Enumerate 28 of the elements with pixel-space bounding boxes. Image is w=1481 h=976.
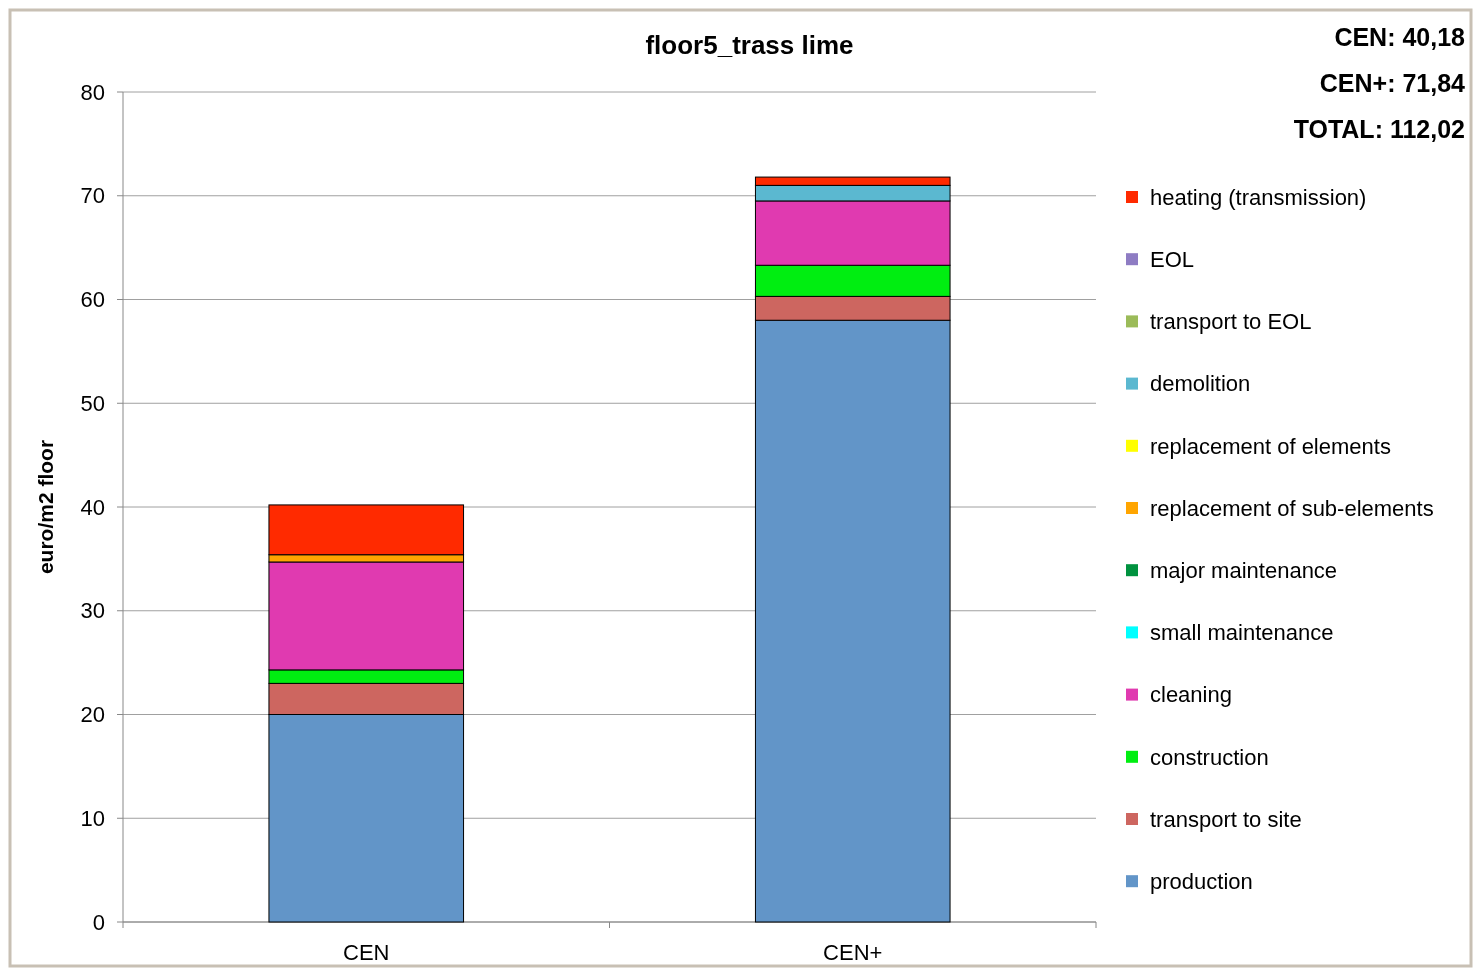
legend-label: construction xyxy=(1150,744,1269,770)
y-tick-label: 20 xyxy=(80,702,105,728)
y-tick-label: 60 xyxy=(80,287,105,313)
y-tick-label: 10 xyxy=(80,805,105,831)
y-axis-title: euro/m2 floor xyxy=(34,439,57,575)
y-tick-label: 70 xyxy=(80,183,105,209)
y-tick-label: 40 xyxy=(80,494,105,520)
legend-label: production xyxy=(1150,868,1253,894)
legend-label: demolition xyxy=(1150,371,1251,397)
y-tick-label: 80 xyxy=(80,79,105,105)
x-tick-label: CEN xyxy=(343,940,390,965)
y-tick-label: 50 xyxy=(80,390,105,416)
text: CEN: 40,18 xyxy=(1334,23,1466,51)
text: TOTAL: 112,02 xyxy=(1293,115,1465,143)
x-tick-label: CEN+ xyxy=(823,940,883,965)
y-tick-label: 0 xyxy=(92,909,105,935)
text: CEN+: 71,84 xyxy=(1319,69,1466,97)
legend-label: cleaning xyxy=(1150,682,1232,708)
legend-label: transport to EOL xyxy=(1150,309,1312,335)
chart-title: floor5_trass lime xyxy=(645,30,854,60)
legend-label: major maintenance xyxy=(1150,557,1338,583)
legend-label: small maintenance xyxy=(1150,620,1334,646)
legend-label: transport to site xyxy=(1150,806,1302,832)
y-tick-label: 30 xyxy=(80,598,105,624)
legend-label: heating (transmission) xyxy=(1150,184,1367,210)
legend-label: replacement of sub-elements xyxy=(1150,495,1434,521)
legend-label: EOL xyxy=(1150,246,1195,272)
legend-label: replacement of elements xyxy=(1150,433,1391,459)
